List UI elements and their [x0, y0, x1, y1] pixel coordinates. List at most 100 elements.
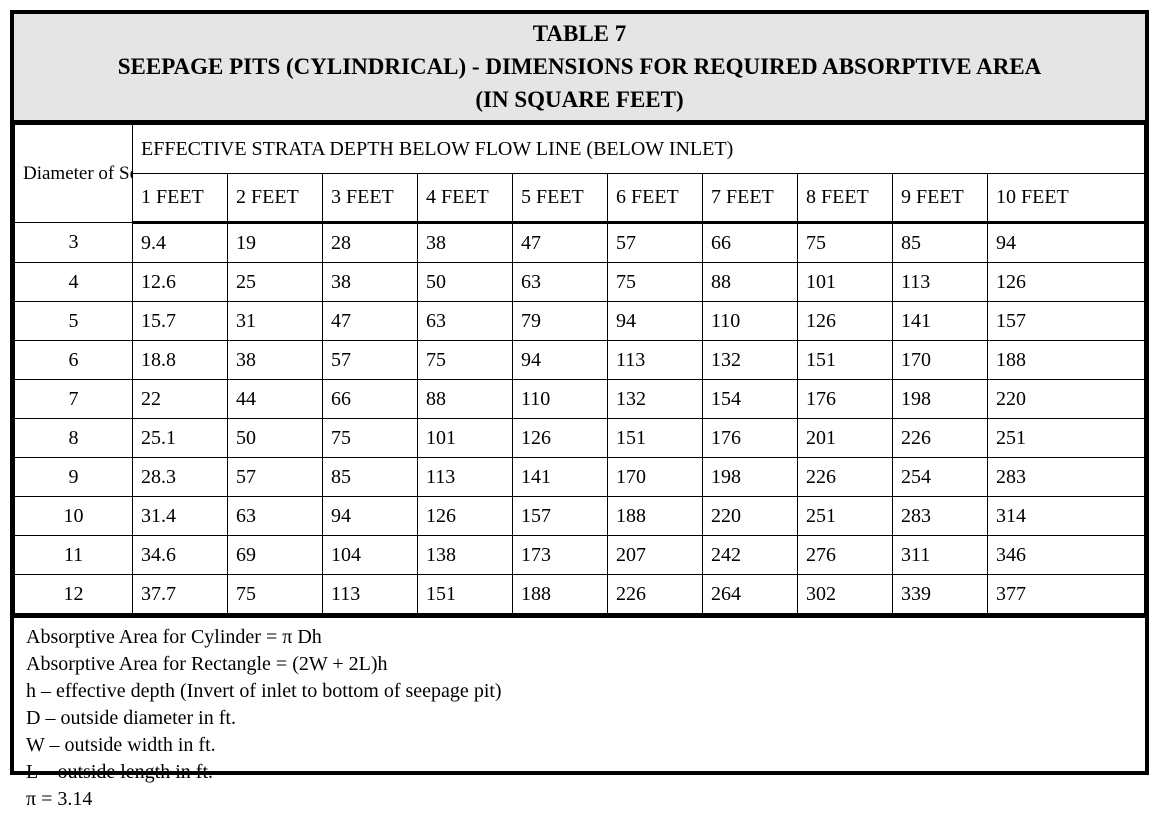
diameter-cell: 5	[14, 301, 133, 341]
area-value-cell: 151	[417, 574, 513, 614]
area-value-cell: 75	[797, 222, 893, 263]
table-row: 9 28.3 57 85 113 141 170 198 226 254 283	[14, 457, 1145, 497]
area-value-cell: 25	[227, 262, 323, 302]
area-value-cell: 47	[512, 222, 608, 263]
area-value-cell: 110	[512, 379, 608, 419]
table-row: 8 25.1 50 75 101 126 151 176 201 226 251	[14, 418, 1145, 458]
area-value-cell: 251	[987, 418, 1145, 458]
note-cylinder-formula: Absorptive Area for Cylinder = π Dh	[26, 626, 322, 648]
area-value-cell: 18.8	[132, 340, 228, 380]
note-l-definition: L – outside length in ft.	[26, 761, 214, 783]
header-row-strata: Diameter of Seepage Pit (feet) EFFECTIVE…	[14, 124, 1145, 223]
area-value-cell: 79	[512, 301, 608, 341]
area-value-cell: 101	[417, 418, 513, 458]
area-value-cell: 75	[607, 262, 703, 302]
area-value-cell: 63	[417, 301, 513, 341]
area-value-cell: 138	[417, 535, 513, 575]
area-value-cell: 50	[417, 262, 513, 302]
footnotes-block: Absorptive Area for Cylinder = π Dh Abso…	[14, 614, 1145, 817]
area-value-cell: 276	[797, 535, 893, 575]
area-value-cell: 173	[512, 535, 608, 575]
area-value-cell: 207	[607, 535, 703, 575]
area-value-cell: 170	[892, 340, 988, 380]
area-value-cell: 85	[892, 222, 988, 263]
area-value-cell: 314	[987, 496, 1145, 536]
area-value-cell: 66	[702, 222, 798, 263]
area-value-cell: 50	[227, 418, 323, 458]
strata-depth-header-cell: EFFECTIVE STRATA DEPTH BELOW FLOW LINE (…	[132, 124, 1145, 174]
area-value-cell: 63	[512, 262, 608, 302]
area-value-cell: 9.4	[132, 222, 228, 263]
area-value-cell: 126	[417, 496, 513, 536]
seepage-pit-dimensions-table: Diameter of Seepage Pit (feet) EFFECTIVE…	[14, 124, 1145, 614]
area-value-cell: 75	[322, 418, 418, 458]
area-value-cell: 126	[987, 262, 1145, 302]
area-value-cell: 94	[512, 340, 608, 380]
note-h-definition: h – effective depth (Invert of inlet to …	[26, 680, 502, 702]
area-value-cell: 28.3	[132, 457, 228, 497]
area-value-cell: 198	[702, 457, 798, 497]
area-value-cell: 157	[512, 496, 608, 536]
diameter-cell: 7	[14, 379, 133, 419]
area-value-cell: 44	[227, 379, 323, 419]
area-value-cell: 198	[892, 379, 988, 419]
area-value-cell: 38	[227, 340, 323, 380]
area-value-cell: 132	[702, 340, 798, 380]
area-value-cell: 176	[702, 418, 798, 458]
depth-column-header: 5 FEET	[512, 173, 608, 224]
area-value-cell: 38	[417, 222, 513, 263]
area-value-cell: 94	[987, 222, 1145, 263]
area-value-cell: 132	[607, 379, 703, 419]
area-value-cell: 85	[322, 457, 418, 497]
depth-column-header: 2 FEET	[227, 173, 323, 224]
area-value-cell: 38	[322, 262, 418, 302]
depth-column-header: 3 FEET	[322, 173, 418, 224]
area-value-cell: 151	[797, 340, 893, 380]
area-value-cell: 113	[322, 574, 418, 614]
area-value-cell: 57	[322, 340, 418, 380]
area-value-cell: 251	[797, 496, 893, 536]
area-value-cell: 113	[892, 262, 988, 302]
area-value-cell: 57	[607, 222, 703, 263]
area-value-cell: 377	[987, 574, 1145, 614]
note-rectangle-formula: Absorptive Area for Rectangle = (2W + 2L…	[26, 653, 388, 675]
area-value-cell: 15.7	[132, 301, 228, 341]
area-value-cell: 94	[607, 301, 703, 341]
area-value-cell: 12.6	[132, 262, 228, 302]
area-value-cell: 88	[702, 262, 798, 302]
area-value-cell: 69	[227, 535, 323, 575]
header-row-depths: 1 FEET 2 FEET 3 FEET 4 FEET 5 FEET 6 FEE…	[15, 173, 1145, 224]
area-value-cell: 101	[797, 262, 893, 302]
area-value-cell: 94	[322, 496, 418, 536]
area-value-cell: 37.7	[132, 574, 228, 614]
area-value-cell: 226	[892, 418, 988, 458]
depth-column-header: 9 FEET	[892, 173, 988, 224]
area-value-cell: 154	[702, 379, 798, 419]
area-value-cell: 25.1	[132, 418, 228, 458]
table-7-frame: TABLE 7 SEEPAGE PITS (CYLINDRICAL) - DIM…	[10, 10, 1149, 810]
diameter-cell: 12	[14, 574, 133, 614]
area-value-cell: 19	[227, 222, 323, 263]
document-page: TABLE 7 SEEPAGE PITS (CYLINDRICAL) - DIM…	[10, 10, 1149, 810]
area-value-cell: 75	[227, 574, 323, 614]
area-value-cell: 254	[892, 457, 988, 497]
area-value-cell: 141	[512, 457, 608, 497]
area-value-cell: 283	[987, 457, 1145, 497]
area-value-cell: 226	[797, 457, 893, 497]
area-value-cell: 126	[797, 301, 893, 341]
area-value-cell: 66	[322, 379, 418, 419]
area-value-cell: 264	[702, 574, 798, 614]
table-row: 7 22 44 66 88 110 132 154 176 198 220	[14, 379, 1145, 419]
area-value-cell: 34.6	[132, 535, 228, 575]
area-value-cell: 226	[607, 574, 703, 614]
note-pi-value: π = 3.14	[26, 788, 93, 810]
area-value-cell: 170	[607, 457, 703, 497]
area-value-cell: 311	[892, 535, 988, 575]
table-subtitle: (IN SQUARE FEET)	[475, 87, 684, 112]
area-value-cell: 151	[607, 418, 703, 458]
area-value-cell: 28	[322, 222, 418, 263]
area-value-cell: 88	[417, 379, 513, 419]
diameter-cell: 6	[14, 340, 133, 380]
table-row: 3 9.4 19 28 38 47 57 66 75 85 94	[14, 222, 1145, 263]
area-value-cell: 126	[512, 418, 608, 458]
